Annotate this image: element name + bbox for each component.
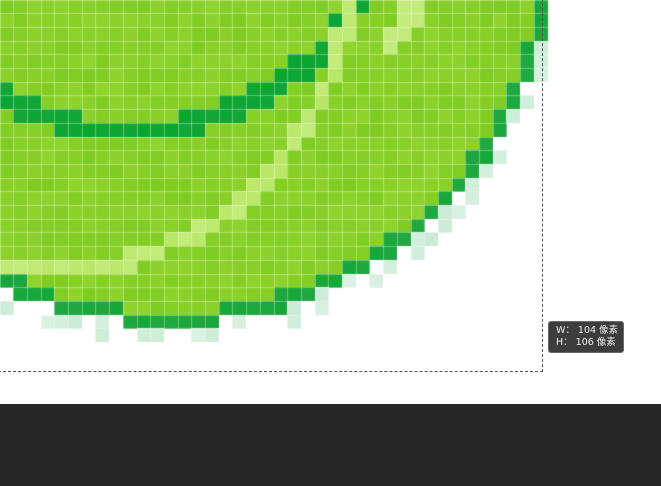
size-tooltip: W： 104 像素 H： 106 像素	[548, 321, 624, 353]
tooltip-height-value: 106	[575, 337, 594, 348]
canvas-area[interactable]: W： 104 像素 H： 106 像素	[0, 0, 661, 404]
tooltip-width-row: W： 104 像素	[556, 325, 623, 337]
tooltip-width-unit: 像素	[599, 325, 619, 336]
tooltip-width-value: 104	[577, 325, 597, 336]
tooltip-height-row: H： 106 像素	[556, 337, 623, 349]
tooltip-width-label: W：	[556, 325, 575, 336]
bottom-panel	[0, 404, 661, 486]
tooltip-height-label: H：	[556, 337, 573, 348]
tooltip-height-unit: 像素	[596, 337, 616, 348]
